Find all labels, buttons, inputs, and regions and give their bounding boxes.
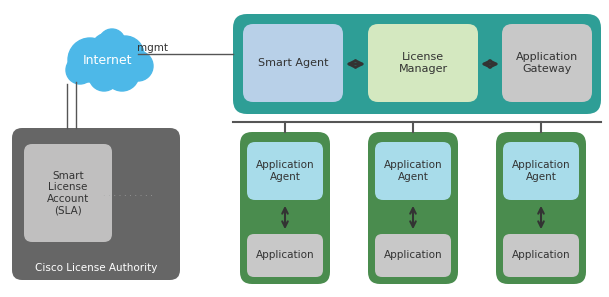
Circle shape	[89, 61, 119, 91]
FancyBboxPatch shape	[12, 128, 180, 280]
FancyBboxPatch shape	[247, 234, 323, 277]
FancyBboxPatch shape	[243, 24, 343, 102]
Circle shape	[105, 57, 139, 91]
FancyBboxPatch shape	[240, 132, 330, 284]
Circle shape	[123, 51, 153, 81]
Text: Application: Application	[384, 250, 442, 260]
FancyBboxPatch shape	[375, 142, 451, 200]
Text: Application: Application	[256, 250, 314, 260]
FancyBboxPatch shape	[368, 132, 458, 284]
Text: Application
Agent: Application Agent	[256, 160, 314, 182]
FancyBboxPatch shape	[24, 144, 112, 242]
FancyBboxPatch shape	[368, 24, 478, 102]
Circle shape	[91, 33, 125, 67]
Circle shape	[68, 38, 112, 82]
Circle shape	[99, 29, 125, 55]
Text: . . . . . . . . . .: . . . . . . . . . .	[103, 189, 153, 198]
FancyBboxPatch shape	[503, 142, 579, 200]
FancyBboxPatch shape	[496, 132, 586, 284]
Text: Application
Agent: Application Agent	[512, 160, 570, 182]
Text: Cisco License Authority: Cisco License Authority	[35, 263, 157, 273]
Text: Application: Application	[512, 250, 570, 260]
FancyBboxPatch shape	[503, 234, 579, 277]
Text: Smart
License
Account
(SLA): Smart License Account (SLA)	[47, 170, 89, 215]
Text: Application
Gateway: Application Gateway	[516, 52, 578, 74]
Text: mgmt: mgmt	[136, 43, 167, 53]
FancyBboxPatch shape	[375, 234, 451, 277]
Text: Internet: Internet	[83, 53, 133, 67]
Circle shape	[106, 36, 144, 74]
Text: Smart Agent: Smart Agent	[258, 58, 328, 68]
FancyBboxPatch shape	[233, 14, 601, 114]
FancyBboxPatch shape	[502, 24, 592, 102]
Text: License
Manager: License Manager	[398, 52, 448, 74]
Circle shape	[66, 56, 94, 84]
FancyBboxPatch shape	[247, 142, 323, 200]
Text: Application
Agent: Application Agent	[384, 160, 442, 182]
